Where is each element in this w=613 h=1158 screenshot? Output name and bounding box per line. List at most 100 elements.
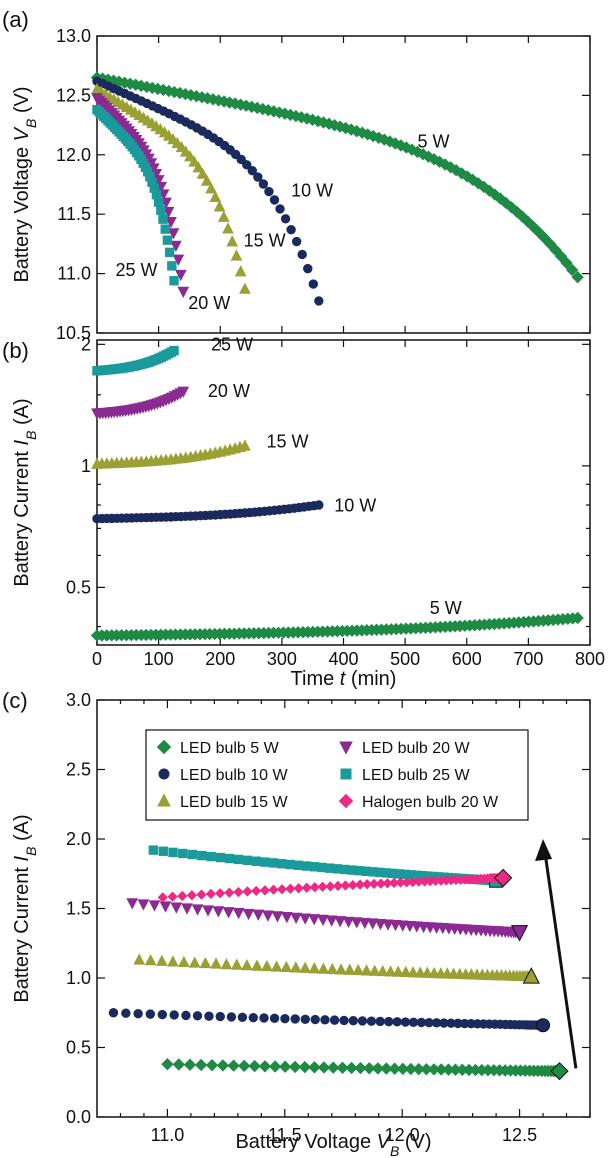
data-point — [259, 1013, 269, 1023]
data-point — [285, 859, 295, 870]
data-point — [137, 899, 150, 911]
data-point — [158, 846, 168, 856]
data-point — [164, 247, 175, 258]
data-point — [314, 500, 324, 510]
data-point — [236, 154, 246, 165]
legend-marker — [158, 768, 170, 780]
data-point — [280, 214, 291, 224]
data-point — [280, 960, 293, 973]
data-point — [178, 848, 188, 859]
data-point — [407, 966, 419, 978]
x-tick-label: 11.5 — [268, 1125, 302, 1145]
y-tick-label: 3.0 — [66, 690, 91, 710]
data-point — [308, 914, 321, 926]
y-tick-label: 2.0 — [66, 829, 91, 849]
data-point — [299, 913, 312, 925]
data-point — [204, 1011, 214, 1021]
data-point — [325, 915, 338, 927]
data-point — [375, 1016, 385, 1027]
data-point — [199, 956, 212, 969]
data-point — [277, 859, 287, 869]
y-tick-label: 12.0 — [56, 145, 91, 165]
data-point — [161, 1058, 174, 1071]
data-point — [336, 1061, 349, 1074]
data-point — [237, 1012, 248, 1022]
data-point — [376, 964, 389, 977]
y-axis-label-b: Battery Current IB (A) — [11, 398, 39, 586]
data-point — [187, 849, 198, 860]
data-point — [327, 1061, 340, 1074]
data-point — [172, 254, 185, 266]
panel-a: 10.5 11.0 11.5 12.0 12.5 13.0 (a) Battery Volta… — [2, 7, 591, 343]
data-point — [215, 1011, 225, 1022]
data-point — [298, 1060, 311, 1074]
data-point — [133, 953, 146, 965]
data-point — [201, 174, 213, 186]
data-point — [483, 184, 496, 197]
data-point — [309, 862, 320, 872]
data-point — [162, 206, 175, 219]
data-point — [329, 1015, 340, 1025]
data-point — [162, 235, 173, 245]
data-point — [396, 1062, 409, 1076]
data-point — [233, 854, 244, 865]
data-point — [334, 916, 347, 928]
trend-arrow-head — [535, 839, 553, 861]
data-point — [317, 881, 328, 892]
data-point — [335, 963, 347, 975]
data-point — [242, 160, 252, 170]
data-point — [357, 1016, 368, 1026]
data-point — [215, 888, 226, 899]
y-tick-label: 0.5 — [66, 1038, 91, 1058]
y-tick-label: 10.5 — [56, 323, 91, 343]
data-point — [354, 879, 366, 890]
data-point — [230, 249, 243, 261]
data-point — [167, 228, 180, 240]
start-point-highlight — [550, 1061, 569, 1081]
data-point — [226, 235, 239, 247]
data-point — [280, 1013, 290, 1024]
data-point — [297, 249, 307, 260]
data-point — [260, 857, 270, 867]
data-point — [325, 863, 335, 873]
data-point — [505, 201, 518, 214]
y-tick-label: 2.5 — [66, 760, 91, 780]
data-point — [499, 196, 513, 210]
data-point — [317, 914, 329, 927]
data-point — [317, 862, 327, 873]
data-point — [239, 439, 251, 451]
data-point — [382, 919, 394, 931]
data-point — [177, 386, 190, 398]
legend-label: LED bulb 25 W — [362, 767, 471, 784]
data-point — [215, 852, 226, 863]
data-point — [444, 161, 457, 174]
x-tick-label: 400 — [328, 649, 358, 669]
y-tick-label: 1.0 — [66, 968, 91, 988]
data-point — [299, 961, 311, 973]
data-point — [571, 611, 584, 625]
data-point — [352, 963, 365, 976]
data-point — [242, 886, 253, 897]
x-tick-label: 600 — [452, 649, 482, 669]
series-label: 5 W — [417, 132, 449, 152]
x-tick-label: 0 — [92, 649, 102, 669]
legend-label: LED bulb 15 W — [180, 794, 289, 811]
data-point — [424, 1017, 434, 1028]
panel-b: 0.5 1 2 0 100 200 300 400 500 600 700 800 (b) Battery… — [2, 334, 605, 690]
data-point — [222, 222, 234, 234]
x-axis-label-b: Time t (min) — [291, 668, 397, 690]
y-axis-label-c: Battery Current IB (A) — [11, 814, 39, 1002]
data-point — [417, 921, 430, 934]
legend-marker — [340, 768, 352, 780]
x-tick-label: 300 — [267, 649, 297, 669]
data-point — [202, 905, 214, 917]
data-point — [380, 1062, 393, 1075]
panel-c: 0.0 0.5 1.0 1.5 2.0 2.5 3.0 11.0 11.5 12.0 12.5 (c)… — [2, 688, 591, 1158]
data-point — [157, 1009, 168, 1020]
data-point — [209, 190, 222, 202]
data-point — [156, 205, 166, 215]
data-point — [178, 955, 190, 968]
data-point — [217, 210, 230, 222]
x-tick-label: 12.5 — [502, 1125, 537, 1145]
data-point — [350, 917, 363, 929]
